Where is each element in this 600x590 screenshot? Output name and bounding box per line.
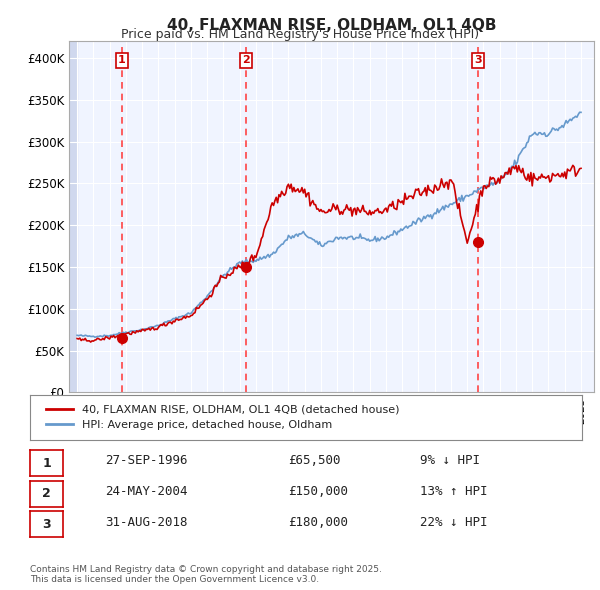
Text: 9% ↓ HPI: 9% ↓ HPI bbox=[420, 454, 480, 467]
Text: Price paid vs. HM Land Registry's House Price Index (HPI): Price paid vs. HM Land Registry's House … bbox=[121, 28, 479, 41]
Title: 40, FLAXMAN RISE, OLDHAM, OL1 4QB: 40, FLAXMAN RISE, OLDHAM, OL1 4QB bbox=[167, 18, 496, 33]
Text: 22% ↓ HPI: 22% ↓ HPI bbox=[420, 516, 487, 529]
Text: 27-SEP-1996: 27-SEP-1996 bbox=[105, 454, 187, 467]
Text: 13% ↑ HPI: 13% ↑ HPI bbox=[420, 485, 487, 498]
Text: 1: 1 bbox=[42, 457, 51, 470]
Text: 2: 2 bbox=[242, 55, 250, 65]
Text: £65,500: £65,500 bbox=[288, 454, 341, 467]
Text: 24-MAY-2004: 24-MAY-2004 bbox=[105, 485, 187, 498]
Text: Contains HM Land Registry data © Crown copyright and database right 2025.
This d: Contains HM Land Registry data © Crown c… bbox=[30, 565, 382, 584]
Text: 3: 3 bbox=[474, 55, 482, 65]
Legend: 40, FLAXMAN RISE, OLDHAM, OL1 4QB (detached house), HPI: Average price, detached: 40, FLAXMAN RISE, OLDHAM, OL1 4QB (detac… bbox=[41, 400, 404, 435]
Text: £180,000: £180,000 bbox=[288, 516, 348, 529]
Text: 1: 1 bbox=[118, 55, 125, 65]
Text: 2: 2 bbox=[42, 487, 51, 500]
Text: 31-AUG-2018: 31-AUG-2018 bbox=[105, 516, 187, 529]
Text: £150,000: £150,000 bbox=[288, 485, 348, 498]
Text: 3: 3 bbox=[42, 518, 51, 531]
